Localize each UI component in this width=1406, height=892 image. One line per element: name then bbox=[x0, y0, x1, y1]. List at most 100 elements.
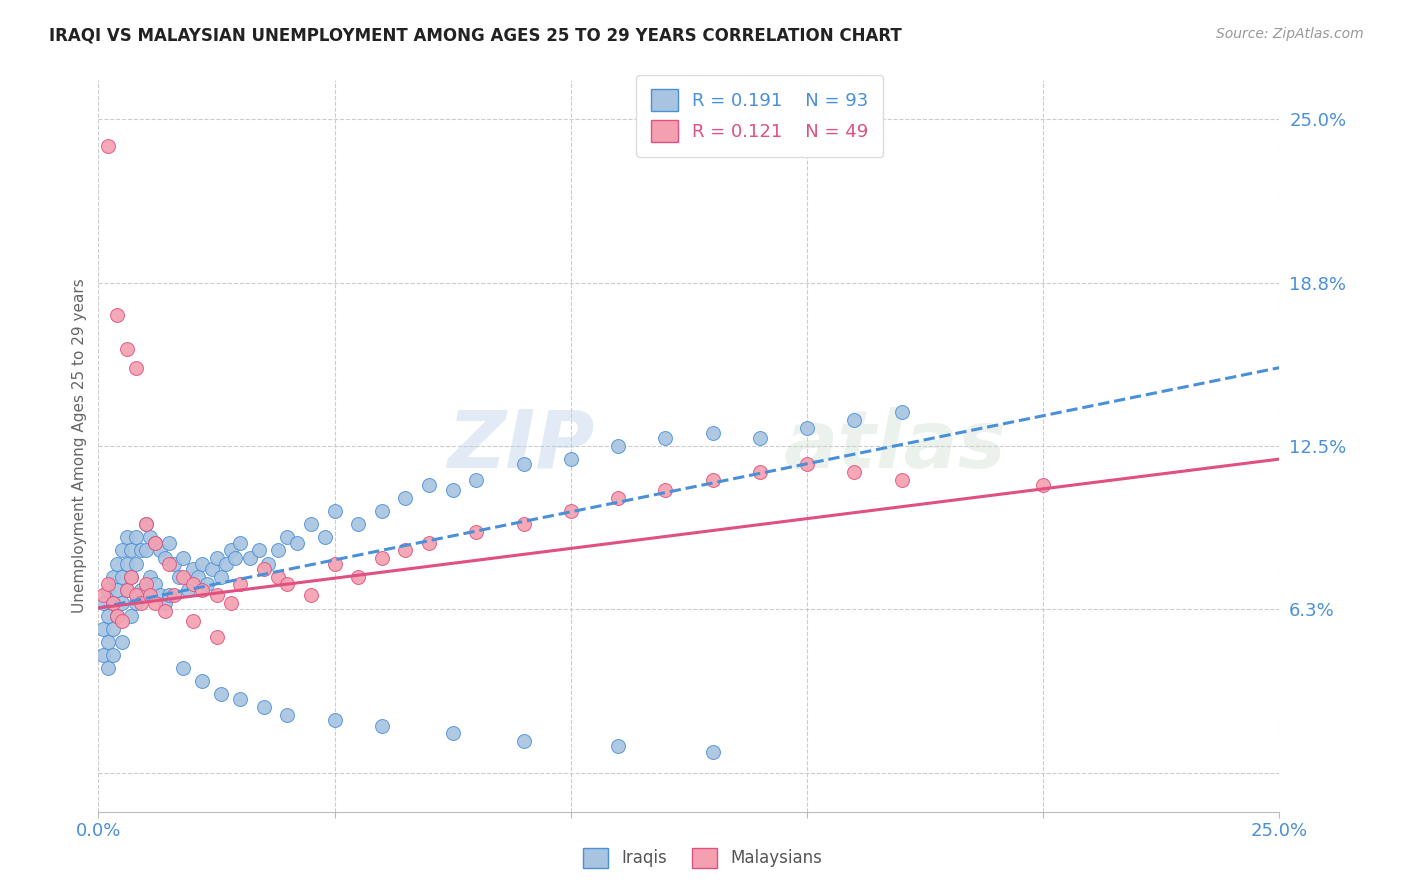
Point bbox=[702, 425, 724, 440]
Point bbox=[111, 543, 134, 558]
Point bbox=[172, 661, 194, 675]
Point bbox=[135, 517, 157, 532]
Point bbox=[163, 557, 186, 571]
Point bbox=[105, 582, 128, 597]
Point bbox=[371, 718, 394, 732]
Point bbox=[285, 535, 308, 549]
Point bbox=[239, 551, 262, 566]
Legend: Iraqis, Malaysians: Iraqis, Malaysians bbox=[576, 841, 830, 875]
Point bbox=[115, 582, 138, 597]
Point bbox=[181, 577, 204, 591]
Point bbox=[172, 569, 194, 583]
Point bbox=[101, 648, 124, 662]
Point bbox=[257, 557, 280, 571]
Point bbox=[129, 582, 152, 597]
Point bbox=[181, 614, 204, 628]
Point bbox=[323, 714, 346, 728]
Point bbox=[191, 557, 214, 571]
Point bbox=[748, 465, 770, 479]
Point bbox=[111, 569, 134, 583]
Point bbox=[890, 473, 912, 487]
Point bbox=[115, 557, 138, 571]
Point bbox=[121, 543, 143, 558]
Point bbox=[702, 745, 724, 759]
Point bbox=[115, 582, 138, 597]
Point bbox=[276, 708, 298, 723]
Point bbox=[139, 530, 162, 544]
Point bbox=[143, 596, 166, 610]
Point bbox=[267, 569, 290, 583]
Point bbox=[323, 504, 346, 518]
Point bbox=[187, 569, 209, 583]
Point bbox=[229, 577, 252, 591]
Point bbox=[512, 517, 534, 532]
Point bbox=[299, 588, 322, 602]
Point bbox=[205, 630, 228, 644]
Point bbox=[135, 543, 157, 558]
Point bbox=[153, 596, 176, 610]
Point bbox=[191, 582, 214, 597]
Point bbox=[125, 530, 148, 544]
Point bbox=[394, 491, 416, 506]
Point bbox=[139, 588, 162, 602]
Point bbox=[143, 535, 166, 549]
Point bbox=[418, 478, 440, 492]
Text: IRAQI VS MALAYSIAN UNEMPLOYMENT AMONG AGES 25 TO 29 YEARS CORRELATION CHART: IRAQI VS MALAYSIAN UNEMPLOYMENT AMONG AG… bbox=[49, 27, 903, 45]
Point bbox=[111, 596, 134, 610]
Point bbox=[177, 582, 200, 597]
Point bbox=[247, 543, 270, 558]
Point bbox=[219, 596, 242, 610]
Point bbox=[465, 473, 488, 487]
Point bbox=[135, 577, 157, 591]
Point bbox=[844, 465, 866, 479]
Point bbox=[191, 674, 214, 689]
Point bbox=[129, 596, 152, 610]
Point bbox=[371, 504, 394, 518]
Point bbox=[607, 491, 630, 506]
Point bbox=[97, 661, 120, 675]
Point bbox=[844, 413, 866, 427]
Point bbox=[97, 582, 120, 597]
Point bbox=[101, 569, 124, 583]
Point bbox=[209, 569, 232, 583]
Point bbox=[121, 608, 143, 623]
Point bbox=[229, 535, 252, 549]
Point bbox=[97, 138, 120, 153]
Point bbox=[796, 458, 818, 472]
Point bbox=[157, 535, 180, 549]
Point bbox=[267, 543, 290, 558]
Point bbox=[347, 569, 370, 583]
Point bbox=[149, 588, 172, 602]
Point bbox=[143, 577, 166, 591]
Point bbox=[115, 343, 138, 357]
Point bbox=[418, 535, 440, 549]
Point bbox=[121, 569, 143, 583]
Point bbox=[276, 577, 298, 591]
Point bbox=[101, 622, 124, 636]
Point bbox=[299, 517, 322, 532]
Point bbox=[219, 543, 242, 558]
Point bbox=[465, 525, 488, 540]
Point bbox=[796, 421, 818, 435]
Point bbox=[105, 557, 128, 571]
Point bbox=[135, 517, 157, 532]
Point bbox=[209, 687, 232, 701]
Point bbox=[153, 551, 176, 566]
Point bbox=[105, 608, 128, 623]
Point bbox=[125, 360, 148, 375]
Point bbox=[91, 648, 114, 662]
Point bbox=[181, 562, 204, 576]
Point bbox=[143, 535, 166, 549]
Point bbox=[441, 726, 464, 740]
Point bbox=[654, 483, 676, 498]
Point bbox=[153, 603, 176, 617]
Point bbox=[105, 309, 128, 323]
Point bbox=[157, 588, 180, 602]
Point bbox=[101, 596, 124, 610]
Point bbox=[91, 588, 114, 602]
Point bbox=[97, 608, 120, 623]
Point bbox=[149, 543, 172, 558]
Point bbox=[163, 588, 186, 602]
Y-axis label: Unemployment Among Ages 25 to 29 years: Unemployment Among Ages 25 to 29 years bbox=[72, 278, 87, 614]
Point bbox=[607, 739, 630, 754]
